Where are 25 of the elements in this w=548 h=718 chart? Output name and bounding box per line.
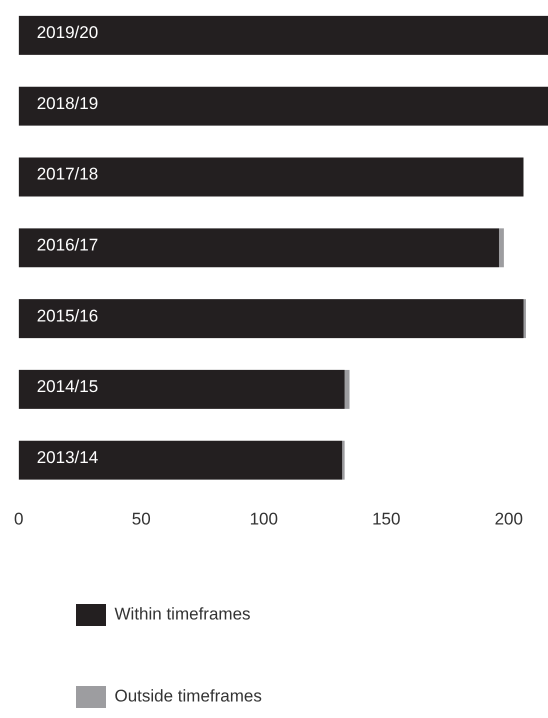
bar [18,370,345,409]
x-tick-label: 200 [494,509,523,528]
x-tick-label: 0 [14,509,24,528]
y-tick-label: 2014/15 [36,377,98,396]
y-tick-label: 2015/16 [36,306,98,326]
legend-label: Outside timeframes [114,686,262,706]
y-tick-label: 2013/14 [36,448,98,467]
bar [18,86,548,126]
y-tick-label: 2019/20 [36,23,98,42]
bar [18,16,548,55]
x-tick-label: 150 [372,509,400,528]
y-tick-label: 2018/19 [36,94,98,113]
bar [18,299,524,338]
bar [498,228,504,268]
x-tick-label: 100 [250,509,278,528]
y-tick-label: 2017/18 [36,164,98,184]
bar [523,299,526,338]
legend-label: Within timeframes [114,604,251,624]
bar [342,440,345,480]
bar [18,158,524,196]
y-tick-label: 2016/17 [36,236,98,255]
bar [344,370,350,409]
bar [18,440,342,480]
bar [18,228,499,268]
x-tick-label: 50 [132,509,151,528]
